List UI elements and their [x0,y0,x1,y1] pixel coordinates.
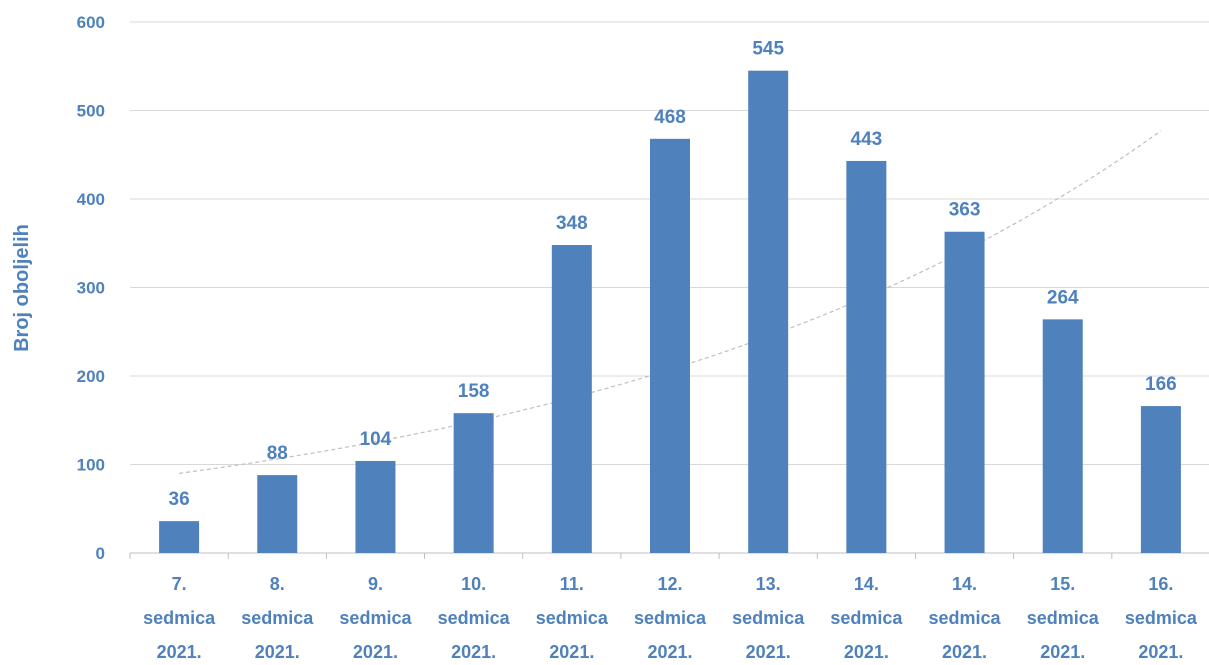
category-label: 2021. [1040,642,1085,662]
data-label: 36 [169,489,190,510]
data-label: 468 [654,107,686,128]
category-label: 10. [461,574,486,594]
category-label: 2021. [942,642,987,662]
bar [748,70,789,554]
category-label: 13. [756,574,781,594]
y-tick-label: 400 [77,190,105,209]
category-label: sedmica [830,608,903,628]
category-label: sedmica [438,608,511,628]
y-tick-label: 600 [77,13,105,32]
bar [355,460,396,553]
category-label: sedmica [634,608,707,628]
bar [846,160,887,553]
category-label: sedmica [241,608,314,628]
category-label: 8. [270,574,285,594]
y-tick-label: 500 [77,102,105,121]
trend-layer [179,130,1162,474]
bar-layer [159,70,1181,554]
y-tick-label: 0 [96,544,105,563]
bar [159,521,200,553]
y-tick-label: 200 [77,367,105,386]
data-label: 443 [851,129,883,150]
bar [453,413,494,553]
data-label: 104 [360,429,392,450]
category-label: 2021. [1138,642,1183,662]
category-label: sedmica [143,608,216,628]
category-label: 9. [368,574,383,594]
category-label: 15. [1050,574,1075,594]
category-label: sedmica [929,608,1002,628]
bar [551,245,592,553]
data-label: 264 [1047,287,1079,308]
category-label: sedmica [732,608,805,628]
category-label: sedmica [339,608,412,628]
data-label: 348 [556,213,588,234]
bar [650,138,690,553]
category-label: 14. [952,574,977,594]
category-label: 2021. [451,642,496,662]
category-label: 2021. [844,642,889,662]
bar [1042,319,1083,553]
bar [944,231,985,553]
y-tick-label: 100 [77,456,105,475]
data-label: 166 [1145,374,1177,395]
y-tick-label: 300 [77,279,105,298]
trend-line [179,130,1162,474]
category-label: 11. [560,574,584,594]
bar [1140,406,1181,553]
data-label: 158 [458,381,490,402]
category-label: 2021. [157,642,202,662]
category-label: 2021. [353,642,398,662]
category-label: 2021. [647,642,692,662]
category-label: 2021. [746,642,791,662]
category-label: 14. [854,574,879,594]
category-label: 7. [172,574,187,594]
data-label: 363 [949,200,981,221]
bar [257,475,298,553]
category-label: sedmica [536,608,609,628]
category-label: sedmica [1027,608,1100,628]
category-label: 16. [1148,574,1173,594]
label-layer: 0 100 200 300 400 500 600 36 7. sedmica 2021. 88 8. s… [77,13,1198,662]
data-label: 88 [267,443,288,464]
category-label: 2021. [549,642,594,662]
y-axis-title: Broj oboljelih [11,224,33,352]
data-label: 545 [752,39,784,60]
category-label: 12. [657,574,682,594]
category-label: sedmica [1125,608,1198,628]
category-label: 2021. [255,642,300,662]
